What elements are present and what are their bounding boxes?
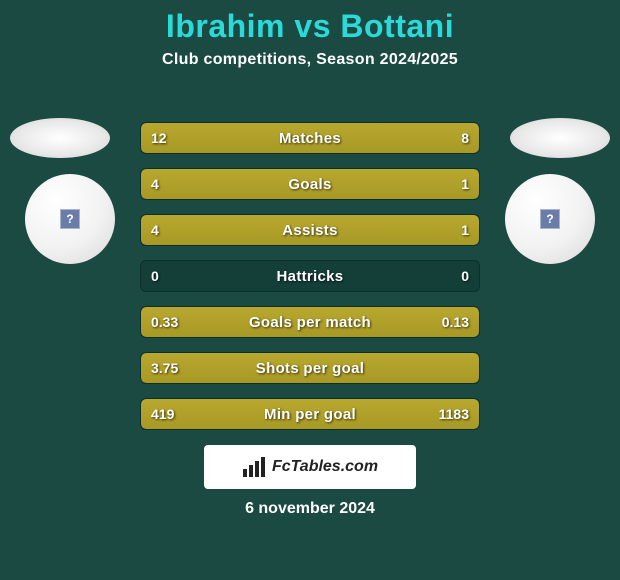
stat-bar: 00Hattricks bbox=[140, 260, 480, 292]
date-label: 6 november 2024 bbox=[0, 500, 620, 518]
brand-text: FcTables.com bbox=[272, 458, 378, 476]
stat-label: Min per goal bbox=[141, 399, 479, 429]
stat-label: Shots per goal bbox=[141, 353, 479, 383]
comparison-card: Ibrahim vs Bottani Club competitions, Se… bbox=[0, 0, 620, 580]
club-right-badge: ? bbox=[505, 174, 595, 264]
stat-bar: 128Matches bbox=[140, 122, 480, 154]
stat-label: Goals bbox=[141, 169, 479, 199]
stat-bar: 0.330.13Goals per match bbox=[140, 306, 480, 338]
stat-label: Hattricks bbox=[141, 261, 479, 291]
club-right-icon: ? bbox=[540, 209, 560, 229]
brand-logo: FcTables.com bbox=[204, 445, 416, 489]
page-title: Ibrahim vs Bottani bbox=[0, 0, 620, 45]
stat-bar: 3.75Shots per goal bbox=[140, 352, 480, 384]
subtitle: Club competitions, Season 2024/2025 bbox=[0, 51, 620, 69]
stat-bar: 41Assists bbox=[140, 214, 480, 246]
club-left-badge: ? bbox=[25, 174, 115, 264]
player-right-badge bbox=[510, 118, 610, 158]
stat-label: Goals per match bbox=[141, 307, 479, 337]
stat-bar: 41Goals bbox=[140, 168, 480, 200]
stats-bars: 128Matches 41Goals 41Assists 00Hattricks 0.3… bbox=[140, 122, 480, 444]
player-left-badge bbox=[10, 118, 110, 158]
club-left-icon: ? bbox=[60, 209, 80, 229]
stat-label: Assists bbox=[141, 215, 479, 245]
stat-label: Matches bbox=[141, 123, 479, 153]
stat-bar: 4191183Min per goal bbox=[140, 398, 480, 430]
bars-icon bbox=[242, 457, 268, 477]
